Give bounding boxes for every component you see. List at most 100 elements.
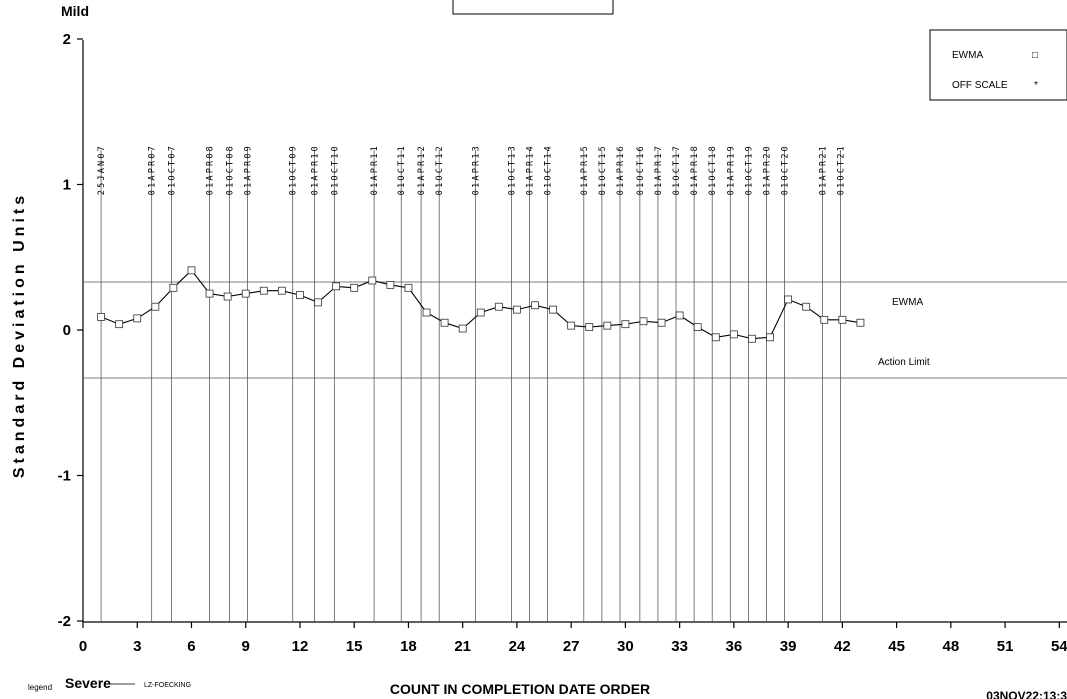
x-tick-label: 6 bbox=[187, 638, 195, 655]
ewma-point bbox=[386, 280, 395, 289]
ewma-point bbox=[458, 324, 467, 333]
x-tick-label: 54 bbox=[1051, 638, 1067, 655]
date-marker-label: 01OCT15 bbox=[598, 144, 608, 195]
legend-label-off-scale: OFF SCALE bbox=[952, 80, 1008, 91]
x-tick-label: 0 bbox=[79, 638, 87, 655]
ewma-point bbox=[621, 320, 630, 329]
ewma-point bbox=[802, 302, 811, 311]
ref-label-ewma: EWMA bbox=[892, 297, 923, 308]
date-marker-label: 01APR11 bbox=[370, 144, 380, 195]
date-marker-label: 01APR12 bbox=[417, 144, 427, 195]
y-tick-label: 2 bbox=[63, 31, 71, 48]
x-tick-label: 48 bbox=[942, 638, 959, 655]
ewma-point bbox=[585, 323, 594, 331]
x-tick-label: 33 bbox=[671, 638, 688, 655]
legend: EWMA □ OFF SCALE * bbox=[929, 29, 1067, 101]
ewma-point bbox=[675, 311, 684, 320]
ewma-point bbox=[115, 320, 124, 329]
ewma-point bbox=[603, 321, 612, 330]
ewma-point bbox=[838, 315, 847, 324]
ewma-point bbox=[241, 289, 250, 298]
date-marker-label: 01OCT19 bbox=[744, 144, 754, 195]
ewma-point bbox=[567, 321, 576, 330]
ewma-point bbox=[314, 298, 322, 307]
date-marker-label: 01APR17 bbox=[654, 144, 664, 195]
date-marker-label: 01APR21 bbox=[818, 144, 828, 195]
ewma-point bbox=[97, 313, 105, 321]
date-marker-label: 01OCT20 bbox=[781, 144, 791, 195]
date-marker-label: 01APR19 bbox=[726, 144, 736, 195]
date-marker-label: 01APR18 bbox=[690, 144, 700, 195]
x-tick-label: 9 bbox=[242, 638, 250, 655]
date-marker-label: 01APR16 bbox=[616, 144, 626, 195]
x-tick-label: 15 bbox=[346, 638, 363, 655]
date-marker-label: 01OCT13 bbox=[507, 144, 517, 195]
x-tick-label: 12 bbox=[292, 638, 309, 655]
footer-series-code: LZ-FOECKING bbox=[144, 682, 191, 689]
date-marker-label: 01OCT16 bbox=[636, 144, 646, 195]
y-tick-label: -1 bbox=[58, 468, 71, 485]
date-marker-label: 01APR14 bbox=[526, 144, 536, 195]
ewma-point bbox=[531, 301, 539, 310]
ewma-point bbox=[513, 305, 521, 314]
ref-label-action-limit: Action Limit bbox=[878, 357, 930, 368]
legend-box bbox=[929, 29, 1067, 101]
ewma-point bbox=[169, 283, 178, 292]
date-marker-label: 01APR13 bbox=[471, 144, 481, 195]
ewma-point bbox=[350, 283, 359, 292]
date-marker-label: 01OCT14 bbox=[544, 144, 554, 195]
ewma-point bbox=[711, 333, 720, 342]
date-marker-label: 25JAN07 bbox=[97, 144, 107, 195]
footer-legend-word: legend bbox=[28, 683, 52, 692]
ewma-point bbox=[549, 305, 557, 314]
date-marker-label: 01OCT08 bbox=[225, 144, 235, 195]
y-tick-label: -2 bbox=[58, 613, 71, 630]
ewma-point bbox=[693, 323, 702, 331]
ewma-point bbox=[820, 315, 829, 324]
ewma-point bbox=[277, 286, 286, 295]
date-marker-label: 01OCT12 bbox=[435, 144, 445, 195]
ewma-point bbox=[133, 314, 142, 323]
ewma-point bbox=[639, 317, 648, 326]
ewma-point bbox=[296, 291, 304, 299]
ewma-point bbox=[476, 308, 485, 317]
date-marker-label: 01OCT11 bbox=[397, 144, 407, 195]
y-tick-label: 0 bbox=[63, 322, 71, 339]
y-axis-title: Standard Deviation Units bbox=[11, 192, 28, 478]
ewma-point bbox=[404, 283, 413, 292]
x-tick-label: 21 bbox=[454, 638, 471, 655]
date-marker-label: 01APR10 bbox=[310, 144, 320, 195]
date-marker-label: 01OCT07 bbox=[168, 144, 178, 195]
ewma-point bbox=[748, 334, 756, 343]
x-tick-label: 36 bbox=[726, 638, 743, 655]
ewma-point bbox=[729, 330, 738, 339]
x-tick-label: 18 bbox=[400, 638, 417, 655]
x-tick-label: 30 bbox=[617, 638, 634, 655]
date-marker-label: 01OCT21 bbox=[837, 144, 847, 195]
ewma-point bbox=[368, 276, 377, 285]
date-marker-label: 01OCT17 bbox=[672, 144, 682, 195]
footer-timestamp: 03NOV22:13:3 bbox=[986, 689, 1067, 699]
date-marker-label: 01APR15 bbox=[580, 144, 590, 195]
ewma-point bbox=[259, 286, 268, 295]
footer-severity: Severe bbox=[65, 675, 111, 691]
legend-label-ewma: EWMA bbox=[952, 50, 983, 61]
date-marker-label: 01APR08 bbox=[206, 144, 216, 195]
ewma-point bbox=[494, 302, 503, 311]
ewma-point bbox=[784, 295, 793, 304]
ewma-point bbox=[766, 333, 774, 342]
ewma-point bbox=[187, 266, 196, 275]
date-marker-label: 01OCT10 bbox=[330, 144, 340, 195]
ewma-point bbox=[223, 292, 232, 301]
date-marker-label: 01OCT18 bbox=[708, 144, 718, 195]
ewma-point bbox=[332, 282, 341, 291]
ewma-point bbox=[440, 318, 449, 327]
ewma-series-line bbox=[100, 269, 861, 340]
x-axis-title: COUNT IN COMPLETION DATE ORDER bbox=[390, 681, 650, 697]
ewma-point bbox=[657, 318, 666, 327]
x-tick-label: 24 bbox=[509, 638, 526, 655]
x-tick-label: 3 bbox=[133, 638, 141, 655]
ewma-point bbox=[205, 289, 214, 298]
date-marker-label: 01APR09 bbox=[244, 144, 254, 195]
